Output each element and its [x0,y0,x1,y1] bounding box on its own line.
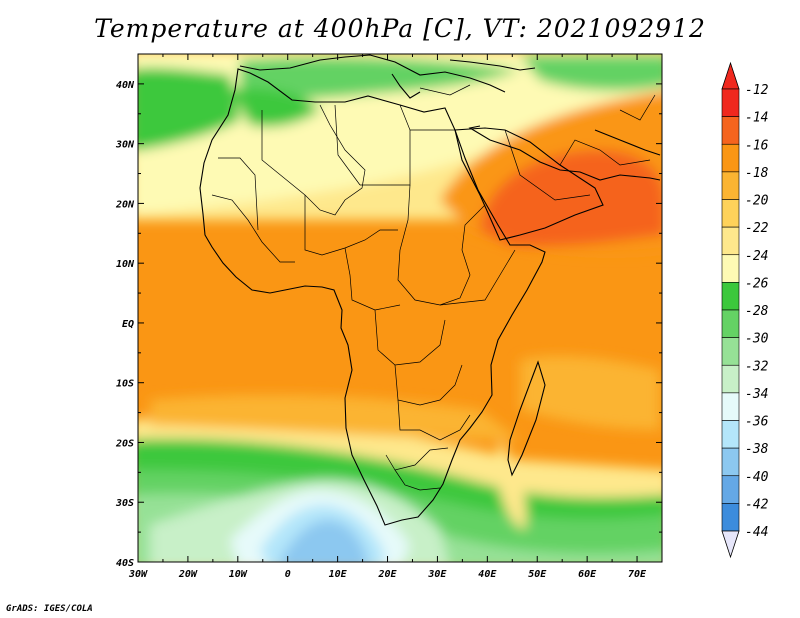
colorbar-segment [721,88,740,117]
colorbar-label: -24 [745,249,768,264]
longitude-labels: 30W 20W 10W 0 10E 20E 30E 40E 50E 60E 70E [128,569,647,580]
credit-text: GrADS: IGES/COLA [6,604,93,614]
colorbar-segment [721,226,740,256]
colorbar: -12 -14 -16 -18 -20 -22 -24 -26 -28 -30 -32 -34 -36 -… [721,61,769,559]
colorbar-label: -32 [745,359,769,374]
country-borders [211,84,656,491]
lon-tick-label: 40E [478,569,497,580]
colorbar-segment [721,282,740,311]
colorbar-segment [721,199,740,228]
colorbar-label: -40 [745,470,769,485]
lat-tick-label: 30S [115,498,134,509]
colorbar-segment [721,475,740,504]
lat-tick-label: 40N [116,80,135,91]
colorbar-label: -12 [745,83,769,98]
lon-tick-label: 10W [229,569,248,580]
lon-tick-label: 50E [528,569,547,580]
map-frame [137,53,663,563]
colorbar-segment [721,392,740,421]
lat-tick-label: 10N [116,259,135,270]
colorbar-segment [721,254,740,283]
colorbar-segment [721,364,740,394]
colorbar-segment [721,309,740,338]
colorbar-segment [721,116,740,145]
colorbar-label: -30 [745,332,769,347]
lat-tick-label: 30N [115,140,135,151]
colorbar-label: -26 [745,276,769,291]
latitude-labels: 40N 30N 20N 10N EQ 10S 20S 30S 40S [115,80,135,569]
colorbar-segment [721,337,740,366]
lon-tick-label: 10E [329,569,348,580]
colorbar-label: -16 [745,138,769,153]
lat-tick-label: 20S [115,438,134,449]
lat-tick-label: 10S [116,379,134,390]
colorbar-label: -14 [745,111,768,126]
coastlines [199,54,661,526]
colorbar-label: -20 [745,194,769,209]
colorbar-label: -34 [745,387,768,402]
lon-tick-label: 0 [285,569,291,580]
lon-tick-label: 30E [427,569,447,580]
axis-ticks [137,53,663,563]
lat-tick-label: 20N [115,199,135,210]
lon-tick-label: 30W [128,569,148,580]
colorbar-bottom-triangle [721,530,740,559]
colorbar-label: -44 [745,525,768,540]
lon-tick-label: 20E [377,569,397,580]
colorbar-segment [721,447,740,477]
colorbar-label: -38 [745,442,769,457]
colorbar-segment [721,171,740,200]
temperature-field [138,54,662,562]
colorbar-segment [721,503,740,532]
colorbar-segment [721,420,740,449]
lon-tick-label: 20W [178,569,198,580]
colorbar-label: -28 [745,304,769,319]
lat-tick-label: EQ [122,319,134,330]
colorbar-segment [721,143,740,173]
colorbar-label: -36 [745,415,769,430]
colorbar-label: -18 [745,166,769,181]
lat-tick-label: 40S [116,558,134,569]
chart-title: Temperature at 400hPa [C], VT: 202109291… [94,14,706,43]
colorbar-label: -22 [745,221,769,236]
colorbar-top-triangle [721,61,740,90]
lon-tick-label: 70E [628,569,647,580]
lon-tick-label: 60E [578,569,597,580]
colorbar-label: -42 [745,497,769,512]
